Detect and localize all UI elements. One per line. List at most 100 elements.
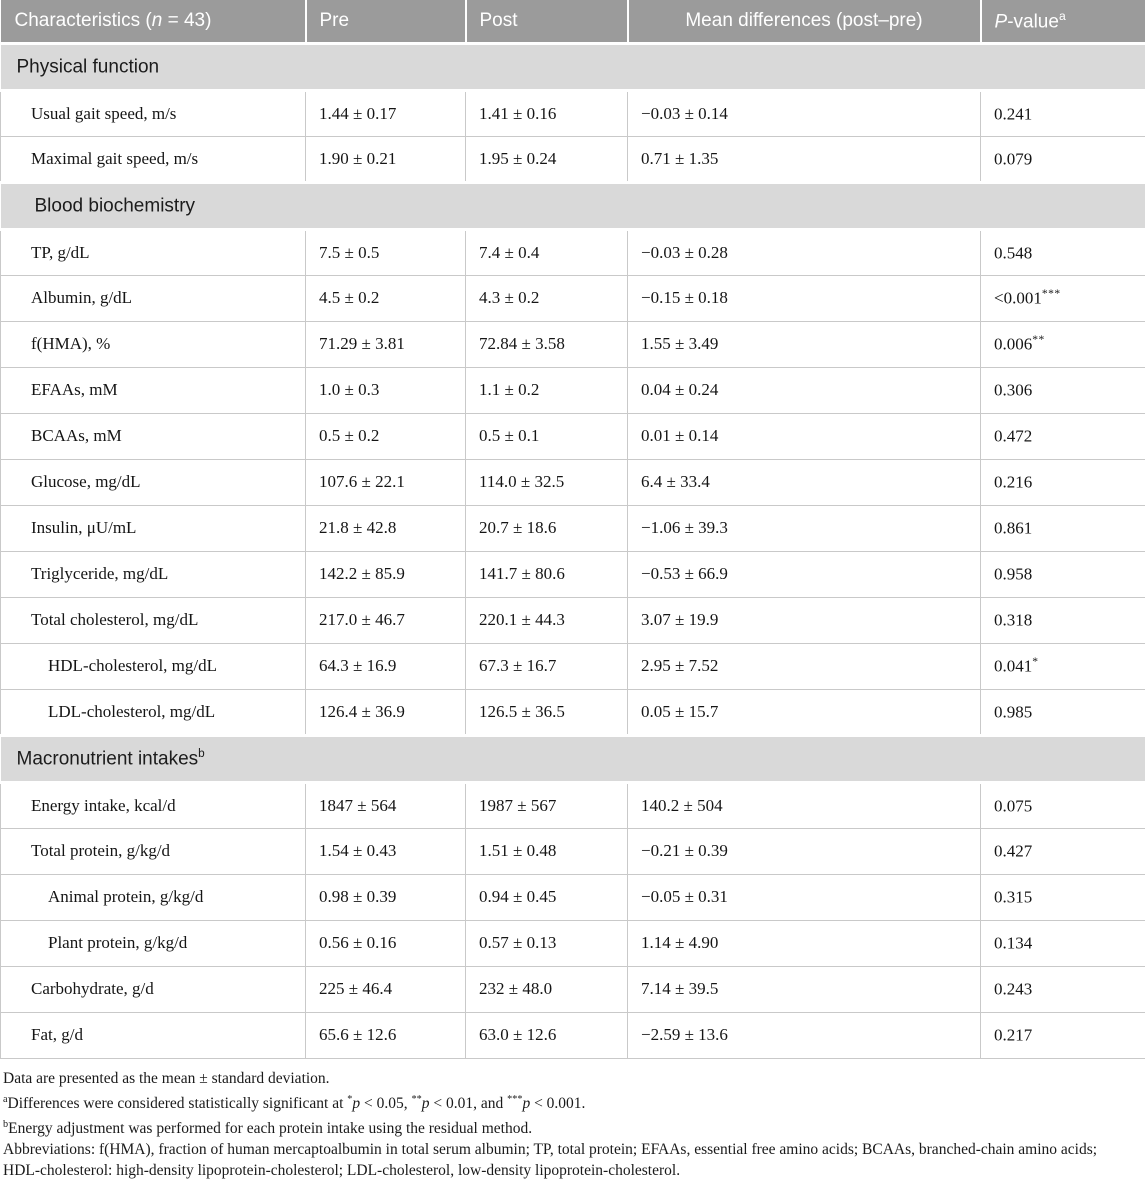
footnotes: Data are presented as the mean ± standar…: [0, 1059, 1145, 1181]
p-value: 0.134: [994, 934, 1032, 953]
p-value-cell: 0.041*: [981, 643, 1145, 689]
table-row: BCAAs, mM 0.5 ± 0.2 0.5 ± 0.1 0.01 ± 0.1…: [1, 413, 1145, 459]
row-label: Energy intake, kcal/d: [31, 796, 176, 815]
row-label-cell: TP, g/dL: [1, 229, 306, 275]
pre-value-cell: 142.2 ± 85.9: [306, 551, 466, 597]
row-label: LDL-cholesterol, mg/dL: [48, 702, 215, 721]
mean-difference-cell: −0.15 ± 0.18: [628, 275, 981, 321]
row-label: BCAAs, mM: [31, 426, 122, 445]
pre-value-cell: 0.5 ± 0.2: [306, 413, 466, 459]
table-row: Triglyceride, mg/dL 142.2 ± 85.9 141.7 ±…: [1, 551, 1145, 597]
row-label: Maximal gait speed, m/s: [31, 149, 198, 168]
pre-value-cell: 1847 ± 564: [306, 782, 466, 828]
pre-value-cell: 71.29 ± 3.81: [306, 321, 466, 367]
pre-value-cell: 0.56 ± 0.16: [306, 920, 466, 966]
p-value: 0.472: [994, 427, 1032, 446]
p-value-cell: 0.306: [981, 367, 1145, 413]
mean-difference-cell: 2.95 ± 7.52: [628, 643, 981, 689]
mean-difference-cell: 0.71 ± 1.35: [628, 136, 981, 182]
mean-difference-cell: 1.55 ± 3.49: [628, 321, 981, 367]
row-label-cell: BCAAs, mM: [1, 413, 306, 459]
row-label-cell: LDL-cholesterol, mg/dL: [1, 689, 306, 735]
p-value-significance: *: [1032, 655, 1038, 668]
pre-value-cell: 4.5 ± 0.2: [306, 275, 466, 321]
section-label: Physical function: [17, 56, 160, 77]
row-label-cell: Albumin, g/dL: [1, 275, 306, 321]
mean-difference-cell: 7.14 ± 39.5: [628, 966, 981, 1012]
p-value-cell: 0.958: [981, 551, 1145, 597]
p-value: 0.985: [994, 702, 1032, 721]
row-label-cell: Glucose, mg/dL: [1, 459, 306, 505]
section-label: Blood biochemistry: [35, 195, 196, 216]
section-superscript: b: [198, 747, 205, 760]
table-row: TP, g/dL 7.5 ± 0.5 7.4 ± 0.4 −0.03 ± 0.2…: [1, 229, 1145, 275]
post-value-cell: 0.5 ± 0.1: [466, 413, 628, 459]
pre-value-cell: 225 ± 46.4: [306, 966, 466, 1012]
pre-value-cell: 7.5 ± 0.5: [306, 229, 466, 275]
row-label: Total cholesterol, mg/dL: [31, 610, 198, 629]
table-row: Usual gait speed, m/s 1.44 ± 0.17 1.41 ±…: [1, 90, 1145, 136]
row-label: Carbohydrate, g/d: [31, 979, 154, 998]
p-value-significance: ***: [1042, 287, 1061, 300]
pre-value-cell: 217.0 ± 46.7: [306, 597, 466, 643]
p-value: 0.217: [994, 1026, 1032, 1045]
p-value: 0.079: [994, 149, 1032, 168]
mean-difference-cell: 1.14 ± 4.90: [628, 920, 981, 966]
pre-value-cell: 107.6 ± 22.1: [306, 459, 466, 505]
row-label: Albumin, g/dL: [31, 288, 132, 307]
p-value: <0.001: [994, 289, 1042, 308]
col-header-pvalue: P-valuea: [981, 0, 1145, 43]
row-label-cell: Energy intake, kcal/d: [1, 782, 306, 828]
p-value: 0.306: [994, 381, 1032, 400]
row-label: Usual gait speed, m/s: [31, 104, 176, 123]
post-value-cell: 126.5 ± 36.5: [466, 689, 628, 735]
mean-difference-cell: −0.53 ± 66.9: [628, 551, 981, 597]
row-label-cell: Total cholesterol, mg/dL: [1, 597, 306, 643]
post-value-cell: 0.94 ± 0.45: [466, 874, 628, 920]
p-value-cell: 0.216: [981, 459, 1145, 505]
p-value-cell: 0.006**: [981, 321, 1145, 367]
pre-value-cell: 126.4 ± 36.9: [306, 689, 466, 735]
p-value: 0.861: [994, 519, 1032, 538]
row-label-cell: Carbohydrate, g/d: [1, 966, 306, 1012]
post-value-cell: 1987 ± 567: [466, 782, 628, 828]
mean-difference-cell: 0.04 ± 0.24: [628, 367, 981, 413]
p-value: 0.075: [994, 796, 1032, 815]
row-label: Plant protein, g/kg/d: [48, 933, 187, 952]
pre-value-cell: 21.8 ± 42.8: [306, 505, 466, 551]
mean-difference-cell: 0.01 ± 0.14: [628, 413, 981, 459]
mean-difference-cell: −0.03 ± 0.28: [628, 229, 981, 275]
table-row: Carbohydrate, g/d 225 ± 46.4 232 ± 48.0 …: [1, 966, 1145, 1012]
post-value-cell: 67.3 ± 16.7: [466, 643, 628, 689]
table-row: EFAAs, mM 1.0 ± 0.3 1.1 ± 0.2 0.04 ± 0.2…: [1, 367, 1145, 413]
header-row: Characteristics (n = 43) Pre Post Mean d…: [1, 0, 1145, 43]
post-value-cell: 72.84 ± 3.58: [466, 321, 628, 367]
p-value-cell: 0.861: [981, 505, 1145, 551]
p-value: 0.548: [994, 243, 1032, 262]
table-row: HDL-cholesterol, mg/dL 64.3 ± 16.9 67.3 …: [1, 643, 1145, 689]
section-row: Macronutrient intakesb: [1, 735, 1145, 782]
section-cell: Blood biochemistry: [1, 182, 1145, 229]
p-value-cell: 0.318: [981, 597, 1145, 643]
p-value: 0.216: [994, 473, 1032, 492]
post-value-cell: 1.41 ± 0.16: [466, 90, 628, 136]
pre-value-cell: 1.54 ± 0.43: [306, 828, 466, 874]
p-value-cell: 0.217: [981, 1012, 1145, 1058]
mean-difference-cell: −2.59 ± 13.6: [628, 1012, 981, 1058]
row-label-cell: Plant protein, g/kg/d: [1, 920, 306, 966]
post-value-cell: 1.95 ± 0.24: [466, 136, 628, 182]
footnote-line: bEnergy adjustment was performed for eac…: [3, 1114, 1141, 1139]
section-row: Physical function: [1, 43, 1145, 90]
pre-value-cell: 0.98 ± 0.39: [306, 874, 466, 920]
mean-difference-cell: −0.05 ± 0.31: [628, 874, 981, 920]
row-label: Fat, g/d: [31, 1025, 83, 1044]
row-label: Total protein, g/kg/d: [31, 841, 170, 860]
post-value-cell: 114.0 ± 32.5: [466, 459, 628, 505]
p-value-cell: 0.315: [981, 874, 1145, 920]
p-value-cell: 0.079: [981, 136, 1145, 182]
mean-difference-cell: 6.4 ± 33.4: [628, 459, 981, 505]
post-value-cell: 232 ± 48.0: [466, 966, 628, 1012]
p-value-cell: 0.985: [981, 689, 1145, 735]
table-row: Fat, g/d 65.6 ± 12.6 63.0 ± 12.6 −2.59 ±…: [1, 1012, 1145, 1058]
table-row: Total protein, g/kg/d 1.54 ± 0.43 1.51 ±…: [1, 828, 1145, 874]
